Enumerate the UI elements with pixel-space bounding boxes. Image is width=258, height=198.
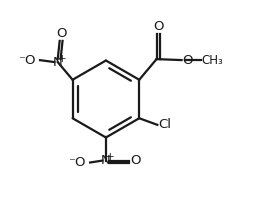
Text: +: + xyxy=(58,54,67,64)
Text: N: N xyxy=(53,56,63,69)
Text: ⁻O: ⁻O xyxy=(18,54,36,67)
Text: Cl: Cl xyxy=(158,118,171,131)
Text: O: O xyxy=(183,54,193,67)
Text: CH₃: CH₃ xyxy=(201,54,223,67)
Text: O: O xyxy=(130,154,140,167)
Text: O: O xyxy=(56,27,66,40)
Text: +: + xyxy=(106,152,115,162)
Text: N: N xyxy=(101,154,111,167)
Text: ⁻O: ⁻O xyxy=(68,156,86,169)
Text: O: O xyxy=(153,20,164,33)
